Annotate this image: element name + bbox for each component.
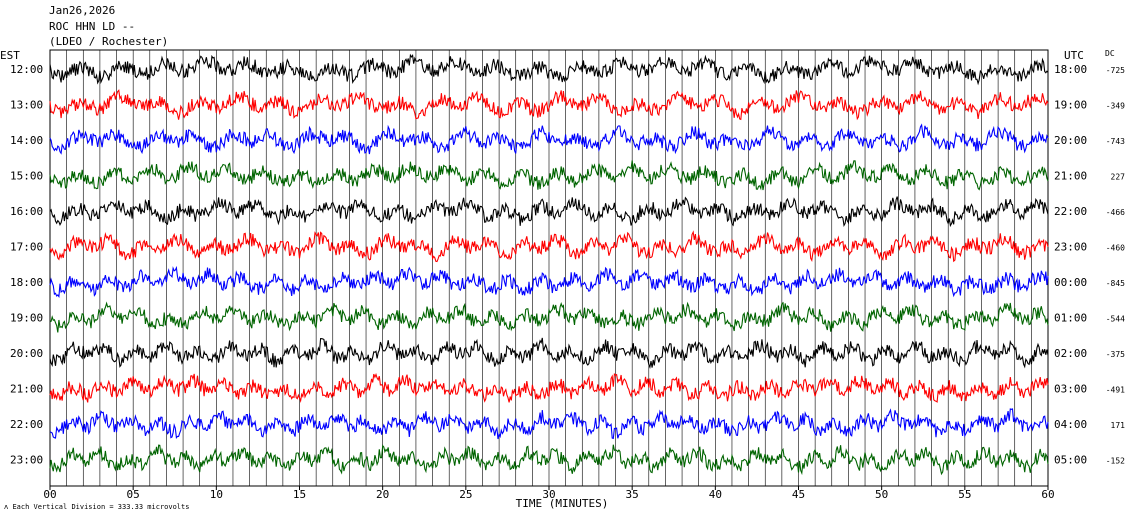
scale-footnote: ʌ Each Vertical Division = 333.33 microv…: [4, 503, 189, 511]
dc-offset-label: DC: [1105, 49, 1115, 58]
dc-offset-value: -466: [1106, 208, 1125, 217]
station-code: ROC HHN LD --: [49, 20, 136, 33]
est-hour-label: 16:00: [10, 205, 43, 218]
utc-hour-label: 00:00: [1054, 276, 1087, 289]
utc-hour-label: 01:00: [1054, 312, 1087, 325]
est-hour-label: 18:00: [10, 276, 43, 289]
dc-offset-value: 171: [1111, 421, 1126, 430]
utc-zone-label: UTC: [1064, 49, 1084, 62]
utc-hour-label: 21:00: [1054, 170, 1087, 183]
dc-offset-value: -349: [1106, 102, 1125, 111]
dc-offset-value: -544: [1106, 315, 1125, 324]
est-hour-label: 12:00: [10, 63, 43, 76]
utc-hour-label: 23:00: [1054, 241, 1087, 254]
utc-hour-label: 20:00: [1054, 134, 1087, 147]
footnote-text: Each Vertical Division = 333.33 microvol…: [12, 503, 190, 511]
dc-offset-value: -743: [1106, 137, 1125, 146]
dc-offset-value: -375: [1106, 350, 1125, 359]
utc-hour-label: 02:00: [1054, 347, 1087, 360]
utc-hour-label: 05:00: [1054, 454, 1087, 467]
x-tick-label: 05: [127, 488, 140, 501]
trace-line-2200: [49, 408, 1049, 440]
dc-offset-value: -845: [1106, 279, 1125, 288]
x-tick-label: 50: [875, 488, 888, 501]
utc-hour-label: 03:00: [1054, 383, 1087, 396]
est-hour-label: 19:00: [10, 312, 43, 325]
x-tick-label: 30: [542, 488, 555, 501]
est-hour-label: 23:00: [10, 454, 43, 467]
x-tick-label: 10: [210, 488, 223, 501]
dc-offset-value: -725: [1106, 66, 1125, 75]
trace-line-1700: [49, 230, 1049, 263]
est-hour-label: 22:00: [10, 418, 43, 431]
trace-line-1800: [49, 265, 1049, 299]
dc-offset-value: -491: [1106, 386, 1125, 395]
dc-offset-value: -460: [1106, 244, 1125, 253]
x-tick-label: 60: [1041, 488, 1054, 501]
x-tick-label: 15: [293, 488, 306, 501]
trace-line-2000: [49, 337, 1049, 370]
footnote-mark: ʌ: [4, 503, 9, 511]
x-tick-label: 35: [626, 488, 639, 501]
est-hour-label: 13:00: [10, 99, 43, 112]
x-tick-label: 25: [459, 488, 472, 501]
trace-line-1500: [49, 160, 1049, 191]
utc-hour-label: 22:00: [1054, 205, 1087, 218]
network-name: (LDEO / Rochester): [49, 35, 169, 48]
utc-hour-label: 04:00: [1054, 418, 1087, 431]
trace-line-2100: [49, 372, 1049, 404]
utc-hour-label: 19:00: [1054, 99, 1087, 112]
est-hour-label: 17:00: [10, 241, 43, 254]
trace-line-1900: [49, 301, 1049, 333]
dc-offset-value: -152: [1106, 457, 1125, 466]
trace-line-1600: [49, 196, 1049, 228]
est-hour-label: 21:00: [10, 383, 43, 396]
trace-line-1400: [49, 123, 1049, 155]
x-axis-title: TIME (MINUTES): [516, 497, 609, 510]
est-zone-label: EST: [0, 49, 20, 62]
x-tick-label: 20: [376, 488, 389, 501]
x-tick-label: 00: [43, 488, 56, 501]
utc-hour-label: 18:00: [1054, 63, 1087, 76]
x-tick-label: 55: [958, 488, 971, 501]
est-hour-label: 20:00: [10, 347, 43, 360]
x-tick-label: 45: [792, 488, 805, 501]
trace-line-1200: [49, 53, 1049, 86]
dc-offset-value: 227: [1111, 173, 1126, 182]
trace-line-2300: [49, 444, 1049, 476]
plot-date: Jan26,2026: [49, 4, 116, 17]
x-tick-label: 40: [709, 488, 722, 501]
trace-line-1300: [49, 89, 1049, 121]
minute-grid: [66, 50, 1032, 486]
est-hour-label: 15:00: [10, 170, 43, 183]
est-hour-label: 14:00: [10, 134, 43, 147]
